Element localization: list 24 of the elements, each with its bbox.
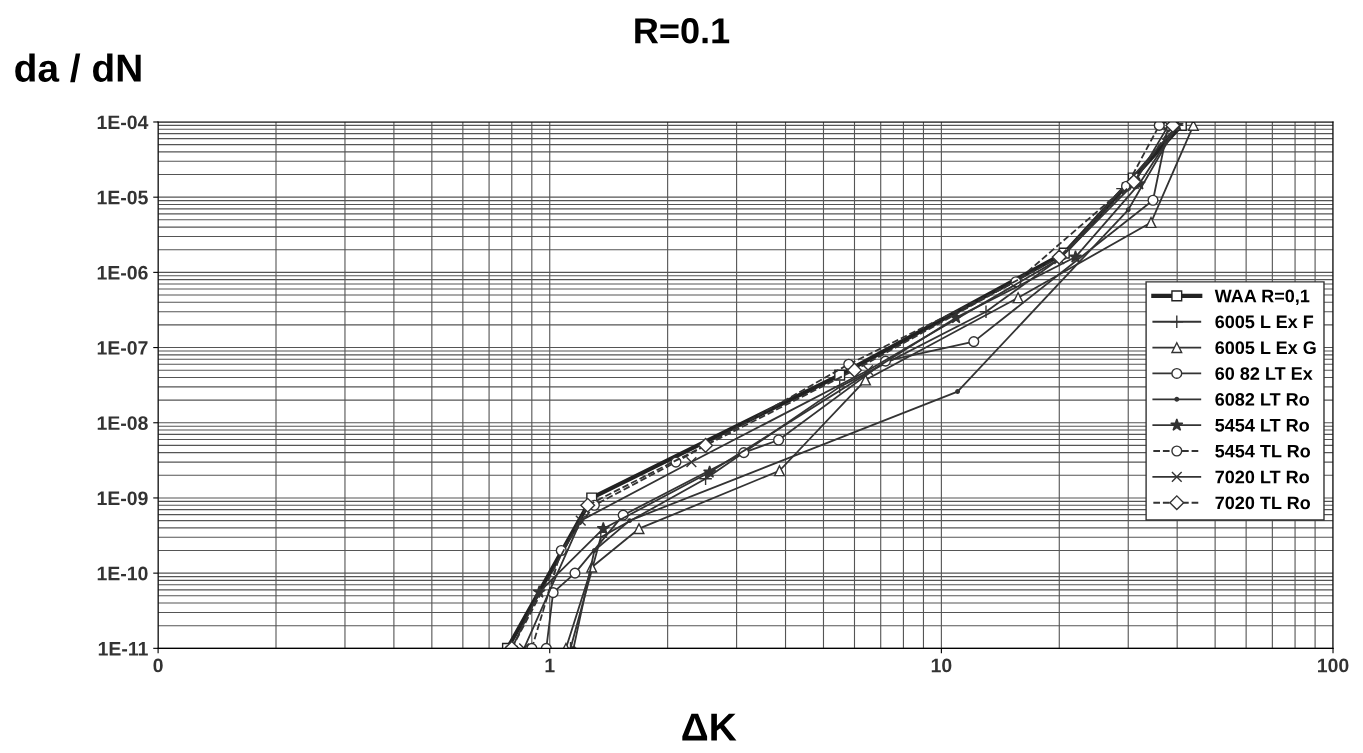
- x-tick-label: 10: [931, 658, 952, 673]
- x-tick-label: 100: [1318, 658, 1349, 673]
- y-tick-label: 1E-10: [97, 566, 148, 581]
- legend-label: 5454 TL Ro: [1215, 444, 1311, 458]
- legend-label: 6005 L Ex F: [1215, 315, 1314, 329]
- y-axis-title: da / dN: [15, 53, 141, 83]
- legend-label: WAA R=0,1: [1214, 289, 1310, 305]
- y-tick-label: 1E-08: [97, 416, 148, 430]
- legend-label: 7020 TL Ro: [1215, 496, 1311, 510]
- x-tick-label: 0: [153, 658, 163, 673]
- legend-label: 6005 L Ex G: [1215, 341, 1316, 355]
- legend-label: 7020 LT Ro: [1215, 470, 1309, 484]
- y-tick-label: 1E-11: [98, 642, 148, 656]
- legend-label: 60 82 LT Ex: [1215, 367, 1313, 380]
- legend-label: 5454 LT Ro: [1215, 419, 1309, 432]
- legend-label: 6082 LT Ro: [1215, 393, 1309, 406]
- x-tick-label: 1: [545, 658, 555, 673]
- y-tick-label: 1E-06: [97, 265, 148, 280]
- chart-title: R=0.1: [635, 18, 730, 44]
- y-tick-label: 1E-07: [97, 341, 148, 355]
- x-axis-title: ΔK: [682, 713, 737, 741]
- y-tick-label: 1E-05: [97, 190, 148, 205]
- y-tick-label: 1E-09: [97, 491, 148, 506]
- y-tick-label: 1E-04: [97, 115, 149, 130]
